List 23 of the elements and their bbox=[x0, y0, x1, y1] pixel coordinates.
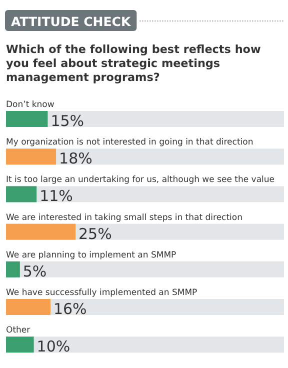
y-tick-label: My organization is not interested in going in that direction bbox=[6, 138, 254, 148]
y-tick-label: We are interested in taking small steps in that direction bbox=[6, 212, 243, 223]
data-label: 16% bbox=[53, 300, 87, 318]
y-tick-label: Other bbox=[6, 326, 31, 336]
y-tick-label: We have successfully implemented an SMMP bbox=[6, 288, 198, 298]
bar bbox=[6, 148, 56, 165]
data-label: 25% bbox=[78, 224, 112, 243]
y-tick-label: We are planning to implement an SMMP bbox=[6, 250, 176, 260]
bar bbox=[6, 111, 48, 127]
chart-title: ATTITUDE CHECK bbox=[11, 14, 132, 29]
y-tick-label: Don’t know bbox=[6, 100, 54, 110]
bar bbox=[6, 224, 76, 240]
data-label: 10% bbox=[36, 338, 70, 356]
data-label: 11% bbox=[40, 187, 73, 206]
chart-subtitle: Which of the following best reflects how you feel about strategic meetings management programs? bbox=[6, 43, 261, 84]
data-label: 5% bbox=[22, 262, 47, 280]
data-label: 15% bbox=[50, 112, 84, 130]
bar bbox=[6, 336, 34, 353]
bar bbox=[6, 299, 50, 315]
bar bbox=[6, 261, 20, 278]
y-tick-label: It is too large an undertaking for us, although we see the value bbox=[6, 175, 275, 186]
data-label: 18% bbox=[59, 150, 92, 168]
bar bbox=[6, 186, 37, 202]
